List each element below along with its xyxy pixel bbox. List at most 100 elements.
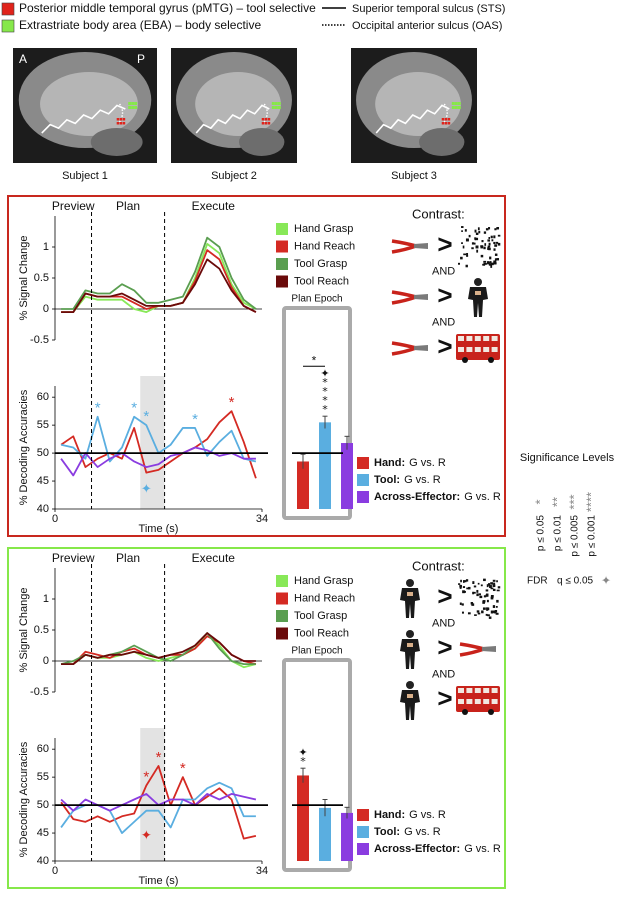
legend-label: Tool Reach [294, 627, 349, 639]
cerebellum [419, 128, 465, 156]
body-head [406, 630, 414, 638]
pliers-icon [391, 239, 428, 254]
pmtg-dot [444, 118, 448, 121]
eba-dot [454, 106, 458, 109]
pliers-handle [391, 341, 417, 350]
noise-dot [495, 605, 498, 608]
pliers-jaw [482, 646, 496, 652]
bus-window [474, 699, 481, 704]
contrast-joiner: AND [432, 668, 455, 680]
noise-dot [488, 247, 491, 251]
noise-dot [486, 607, 489, 610]
y-tick-label: 50 [37, 447, 49, 459]
pmtg-dot [267, 118, 271, 121]
significance-label: p ≤ 0.005 [570, 515, 581, 557]
significance-title: Significance Levels [520, 452, 615, 464]
body-hands [407, 694, 413, 698]
significance-stars: ** [549, 497, 564, 507]
series-line [61, 632, 256, 665]
pmtg-dot [122, 118, 126, 121]
noise-dot [493, 610, 497, 614]
y-tick-label: 60 [37, 391, 49, 403]
x-axis-label: Time (s) [139, 875, 179, 887]
phase-label: Preview [52, 199, 95, 213]
noise-dot [492, 588, 496, 592]
body-head [406, 681, 414, 689]
eba-dot [271, 106, 275, 109]
noise-dot [487, 261, 490, 265]
body-hands [407, 592, 413, 596]
pmtg-dot [116, 118, 120, 121]
legend-detail: G vs. R [404, 474, 441, 486]
bracket-star: * [312, 353, 317, 367]
noise-dot [488, 237, 491, 239]
significance-star: * [192, 411, 198, 428]
noise-dot [475, 232, 479, 235]
legend-swatch [276, 258, 288, 270]
noise-dot [493, 241, 496, 245]
orientation-label: P [137, 52, 145, 66]
bar [341, 812, 353, 861]
bus-window [474, 688, 481, 693]
noise-dot [485, 589, 489, 592]
body-torso [468, 287, 488, 317]
fdr-marker: ✦ [141, 482, 152, 497]
y-axis-label: % Signal Change [18, 235, 30, 320]
noise-dot [461, 230, 463, 232]
legend-label: Superior temporal sulcus (STS) [352, 3, 505, 15]
noise-dot [494, 228, 497, 231]
noise-dot [460, 579, 462, 583]
noise-dot [484, 262, 487, 265]
noise-dot [490, 596, 494, 600]
brain-image [13, 48, 157, 163]
contrast-operator: > [437, 632, 452, 662]
bus-window [466, 347, 473, 352]
eba-dot [128, 102, 132, 105]
bus-window [483, 347, 490, 352]
y-tick-label: -0.5 [30, 334, 49, 346]
fdr-symbol: ✦ [601, 574, 611, 588]
noise-dot [472, 591, 475, 595]
y-tick-label: 55 [37, 771, 49, 783]
significance-star: * [322, 376, 328, 389]
legend-swatch [1, 19, 15, 33]
y-tick-label: 60 [37, 743, 49, 755]
fdr-marker: ✦ [141, 828, 152, 843]
noise-dot [467, 612, 471, 615]
noise-dot [465, 238, 469, 242]
noise-dot [477, 227, 480, 231]
significance-star: * [180, 760, 186, 777]
eba-dot [451, 102, 455, 105]
legend-swatch [357, 457, 369, 469]
brain-image [171, 48, 297, 163]
pmtg-dot [441, 122, 445, 125]
noise-dot [486, 608, 489, 611]
bus-window [491, 336, 498, 341]
legend-label: Extrastriate body area (EBA) – body sele… [19, 18, 261, 32]
pliers-icon [459, 642, 496, 657]
subject-label: Subject 1 [62, 170, 108, 182]
noise-dot [461, 242, 463, 244]
pmtg-dot [119, 118, 123, 121]
noise-dot [471, 603, 475, 606]
eba-dot [277, 102, 281, 105]
noise-dot [462, 245, 465, 249]
noise-dot [496, 589, 500, 592]
noise-dot [460, 256, 463, 260]
phase-label: Plan [116, 551, 140, 565]
noise-dot [493, 248, 496, 251]
pliers-jaw [414, 243, 428, 249]
legend-swatch [276, 627, 288, 640]
legend-label: Tool: [374, 474, 400, 486]
noise-dot [494, 253, 498, 256]
bus-wheel [462, 357, 468, 363]
noise-dot [474, 229, 477, 233]
eba-dot [131, 106, 135, 109]
contrast-joiner: AND [432, 265, 455, 277]
bus-wheel [488, 709, 494, 715]
bus-window [458, 347, 464, 352]
y-axis-label: % Decoding Accuracies [18, 389, 30, 505]
eba-dot [274, 106, 278, 109]
bar [319, 807, 331, 861]
bus-window [474, 347, 481, 352]
